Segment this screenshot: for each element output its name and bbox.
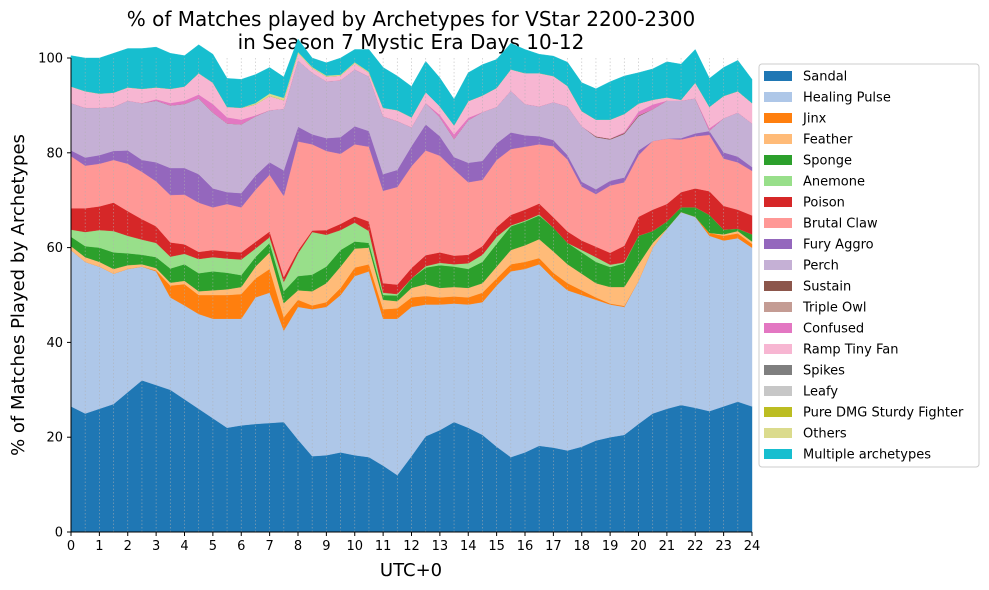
- legend-label-spikes: Spikes: [803, 364, 845, 379]
- x-tick-label: 2: [124, 539, 132, 554]
- legend-swatch-feather: [764, 134, 792, 144]
- x-tick-label: 3: [152, 539, 160, 554]
- y-ticks: 0 20 40 60 80 100: [38, 52, 71, 541]
- legend-label-anemone: Anemone: [803, 175, 865, 190]
- legend-label-healing-pulse: Healing Pulse: [803, 91, 891, 106]
- x-tick-label: 9: [322, 539, 330, 554]
- legend-label-feather: Feather: [803, 133, 853, 148]
- legend-swatch-anemone: [764, 176, 792, 186]
- legend-label-sponge: Sponge: [803, 154, 852, 169]
- legend-swatch-perch: [764, 260, 792, 270]
- legend-label-sustain: Sustain: [803, 280, 851, 295]
- legend-label-poison: Poison: [803, 196, 845, 211]
- x-tick-label: 18: [573, 539, 590, 554]
- x-tick-label: 22: [687, 539, 704, 554]
- legend-label-leafy: Leafy: [803, 385, 838, 400]
- x-tick-label: 0: [67, 539, 75, 554]
- y-tick-label: 100: [38, 52, 63, 67]
- legend-swatch-jinx: [764, 113, 792, 123]
- legend-swatch-multiple-archetypes: [764, 449, 792, 459]
- x-tick-label: 1: [95, 539, 103, 554]
- y-tick-label: 0: [55, 526, 63, 541]
- x-tick-label: 7: [265, 539, 273, 554]
- legend-label-fury-aggro: Fury Aggro: [803, 238, 874, 253]
- legend-swatch-leafy: [764, 386, 792, 396]
- legend-swatch-sponge: [764, 155, 792, 165]
- x-tick-label: 11: [375, 539, 392, 554]
- x-axis-label: UTC+0: [380, 560, 442, 581]
- legend-label-others: Others: [803, 427, 847, 442]
- legend-swatch-confused: [764, 323, 792, 333]
- x-tick-label: 10: [346, 539, 363, 554]
- y-axis-label: % of Matches Played by Archetypes: [8, 134, 29, 456]
- legend-swatch-sustain: [764, 281, 792, 291]
- legend-swatch-fury-aggro: [764, 239, 792, 249]
- chart-title-line1: % of Matches played by Archetypes for VS…: [127, 7, 696, 31]
- legend-label-brutal-claw: Brutal Claw: [803, 217, 878, 232]
- x-tick-label: 4: [180, 539, 188, 554]
- x-tick-label: 14: [460, 539, 477, 554]
- legend-label-perch: Perch: [803, 259, 839, 274]
- x-tick-label: 12: [403, 539, 420, 554]
- y-tick-label: 80: [46, 146, 63, 161]
- x-tick-label: 8: [294, 539, 302, 554]
- legend: Sandal Healing Pulse Jinx Feather Sponge Anem…: [758, 63, 980, 468]
- chart-title-line2: in Season 7 Mystic Era Days 10-12: [238, 30, 585, 54]
- legend-swatch-poison: [764, 197, 792, 207]
- x-tick-label: 15: [488, 539, 505, 554]
- x-tick-label: 19: [602, 539, 619, 554]
- legend-label-sandal: Sandal: [803, 70, 847, 85]
- legend-swatch-pure-dmg-sturdy-fighter: [764, 407, 792, 417]
- x-ticks: 0 1 2 3 4 5 6 7 8 9 10 11 12 13 14 15 16 17 18 19 20 21 22 23 24: [67, 532, 760, 554]
- y-tick-label: 20: [46, 431, 63, 446]
- legend-swatch-ramp-tiny-fan: [764, 344, 792, 354]
- x-tick-label: 5: [209, 539, 217, 554]
- legend-frame: [758, 63, 980, 468]
- x-tick-label: 24: [744, 539, 761, 554]
- legend-label-pure-dmg-sturdy-fighter: Pure DMG Sturdy Fighter: [803, 406, 964, 421]
- legend-swatch-triple-owl: [764, 302, 792, 312]
- x-tick-label: 23: [715, 539, 732, 554]
- legend-swatch-healing-pulse: [764, 92, 792, 102]
- x-tick-label: 13: [432, 539, 449, 554]
- x-tick-label: 6: [237, 539, 245, 554]
- y-tick-label: 60: [46, 241, 63, 256]
- legend-swatch-sandal: [764, 71, 792, 81]
- legend-swatch-brutal-claw: [764, 218, 792, 228]
- y-tick-label: 40: [46, 336, 63, 351]
- legend-label-jinx: Jinx: [802, 112, 827, 127]
- x-tick-label: 20: [630, 539, 647, 554]
- x-tick-label: 21: [659, 539, 676, 554]
- legend-swatch-spikes: [764, 365, 792, 375]
- legend-label-multiple-archetypes: Multiple archetypes: [803, 448, 931, 463]
- x-tick-label: 16: [517, 539, 534, 554]
- x-tick-label: 17: [545, 539, 562, 554]
- legend-label-ramp-tiny-fan: Ramp Tiny Fan: [803, 343, 898, 358]
- legend-swatch-others: [764, 428, 792, 438]
- legend-label-triple-owl: Triple Owl: [802, 301, 866, 316]
- legend-label-confused: Confused: [803, 322, 864, 337]
